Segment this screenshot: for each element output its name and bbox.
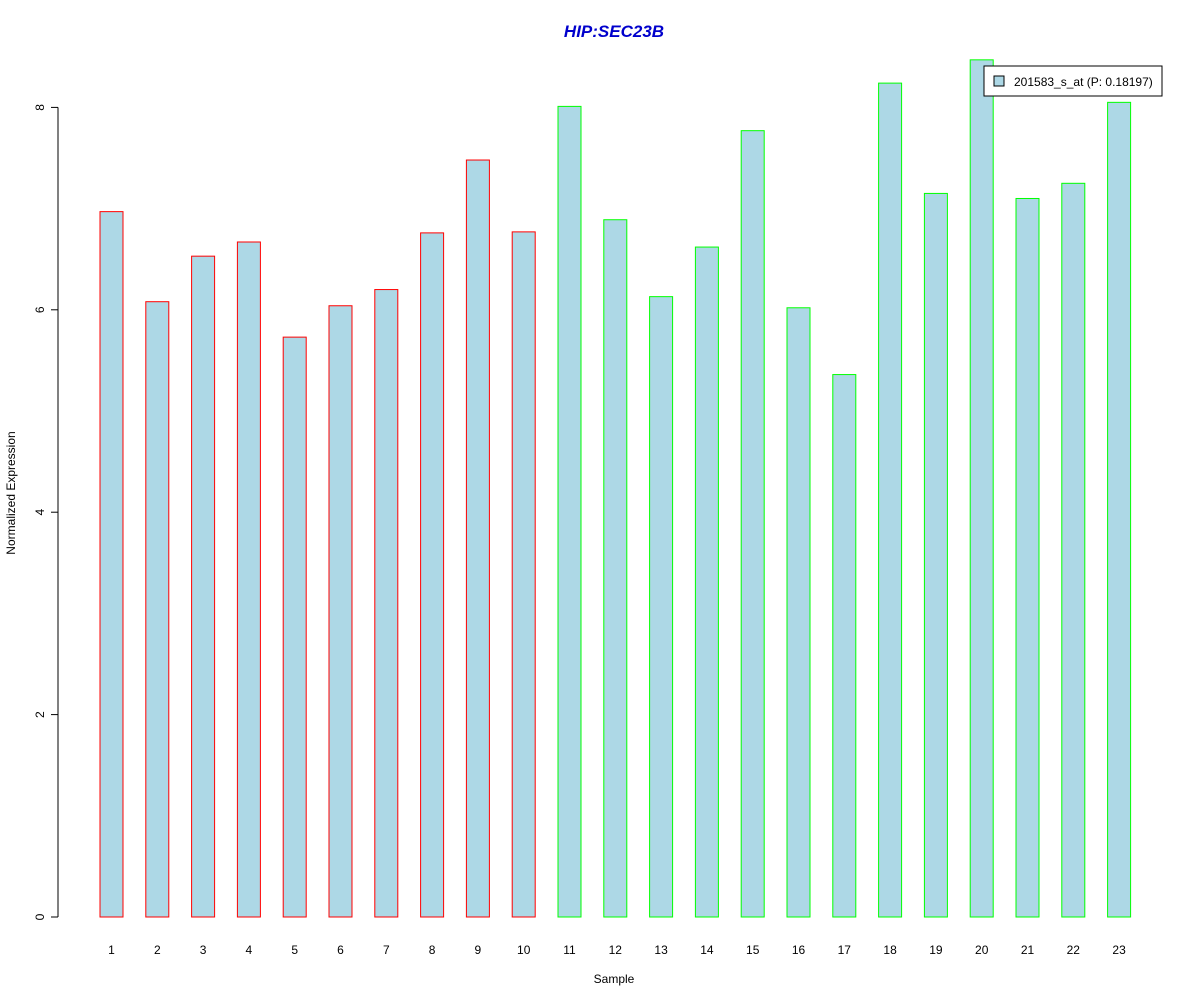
bar-sample-21 <box>1015 197 1040 918</box>
x-tick-label: 12 <box>609 943 623 957</box>
legend-box <box>983 65 1163 97</box>
x-tick-label: 16 <box>792 943 806 957</box>
x-tick-label: 18 <box>883 943 897 957</box>
bar-sample-5 <box>282 336 307 918</box>
x-tick-label: 15 <box>746 943 760 957</box>
x-tick-label: 17 <box>838 943 852 957</box>
x-tick-label: 10 <box>517 943 531 957</box>
bar-sample-11 <box>557 105 582 918</box>
bar-sample-15 <box>740 130 765 918</box>
bar-sample-16 <box>786 307 811 918</box>
bar-sample-1 <box>99 211 124 918</box>
x-tick-label: 20 <box>975 943 989 957</box>
y-tick-label: 2 <box>33 711 47 718</box>
x-tick-label: 1 <box>108 943 115 957</box>
x-tick-label: 9 <box>475 943 482 957</box>
x-tick-label: 6 <box>337 943 344 957</box>
bar-sample-22 <box>1061 182 1086 918</box>
x-tick-label: 11 <box>563 943 576 957</box>
bar-sample-9 <box>465 159 490 918</box>
x-tick-label: 13 <box>654 943 668 957</box>
bar-sample-8 <box>420 232 445 918</box>
x-tick-label: 4 <box>246 943 253 957</box>
y-tick-label: 0 <box>33 913 47 920</box>
bar-sample-7 <box>374 289 399 918</box>
legend-swatch <box>993 75 1005 87</box>
x-tick-label: 23 <box>1112 943 1126 957</box>
legend-label: 201583_s_at (P: 0.18197) <box>1014 75 1153 89</box>
x-tick-label: 2 <box>154 943 161 957</box>
x-tick-label: 14 <box>700 943 714 957</box>
bar-sample-4 <box>236 241 261 918</box>
y-tick-label: 6 <box>33 306 47 313</box>
x-tick-label: 21 <box>1021 943 1035 957</box>
x-tick-label: 5 <box>291 943 298 957</box>
bar-sample-18 <box>878 82 903 918</box>
bar-sample-12 <box>603 219 628 918</box>
chart-title: HIP:SEC23B <box>564 22 664 41</box>
bars-group <box>99 59 1132 918</box>
x-axis-title: Sample <box>594 972 635 986</box>
bar-sample-23 <box>1107 101 1132 918</box>
y-tick-label: 8 <box>33 104 47 111</box>
bar-sample-13 <box>649 296 674 918</box>
y-axis: 0 2 4 6 8 <box>33 104 59 920</box>
x-tick-label: 19 <box>929 943 943 957</box>
bar-sample-20 <box>969 59 994 918</box>
legend: 201583_s_at (P: 0.18197) <box>983 65 1163 97</box>
x-tick-label: 7 <box>383 943 390 957</box>
x-tick-label: 8 <box>429 943 436 957</box>
x-tick-labels: 1 2 3 4 5 6 7 8 9 10 11 12 13 14 15 16 17 18 19 20 21 22 23 <box>108 943 1126 957</box>
bar-sample-3 <box>191 255 216 918</box>
y-tick-label: 4 <box>33 509 47 516</box>
x-tick-label: 3 <box>200 943 207 957</box>
bar-sample-10 <box>511 231 536 918</box>
bar-sample-19 <box>923 192 948 918</box>
bar-sample-14 <box>694 246 719 918</box>
bar-sample-2 <box>145 301 170 918</box>
bar-sample-17 <box>832 374 857 918</box>
x-tick-label: 22 <box>1067 943 1081 957</box>
bar-sample-6 <box>328 305 353 918</box>
y-axis-title: Normalized Expression <box>4 431 18 554</box>
